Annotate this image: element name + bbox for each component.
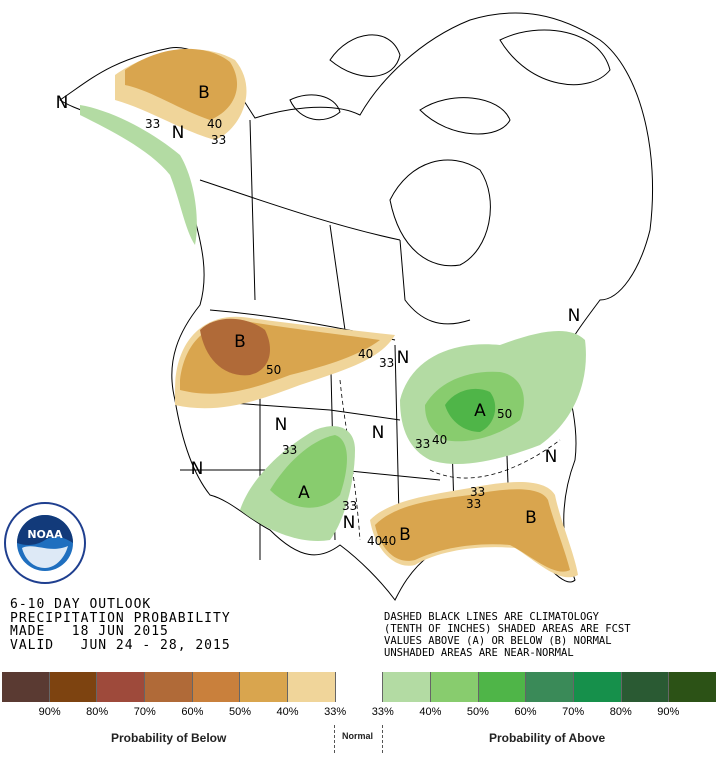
legend-swatch bbox=[49, 672, 98, 702]
region-label-northern-plains: N bbox=[397, 348, 410, 368]
outlook-subtitle: PRECIPITATION PROBABILITY bbox=[10, 610, 231, 626]
region-label-idaho: N bbox=[275, 415, 288, 435]
legend-swatch bbox=[240, 672, 289, 702]
normal-caption: Normal bbox=[342, 731, 374, 741]
legend-tick: 90% bbox=[38, 706, 61, 718]
legend-swatch bbox=[288, 672, 336, 702]
legend-notes: DASHED BLACK LINES ARE CLIMATOLOGY (TENTH… bbox=[384, 611, 631, 659]
region-label-alaska-panhandle: N bbox=[172, 123, 185, 143]
legend-tick: 80% bbox=[609, 706, 632, 718]
legend-tick: 50% bbox=[228, 706, 251, 718]
contour-label: 33 bbox=[466, 497, 481, 511]
contour-label: 33 bbox=[470, 485, 485, 499]
normal-divider-right bbox=[382, 725, 383, 753]
region-label-texas: N bbox=[343, 513, 356, 533]
border bbox=[249, 119, 256, 301]
legend-swatch bbox=[2, 672, 50, 702]
below-caption: Probability of Below bbox=[111, 731, 227, 745]
legend-swatch bbox=[574, 672, 622, 702]
southwest-above-inner bbox=[270, 435, 347, 508]
valid-dates: VALID JUN 24 - 28, 2015 bbox=[10, 637, 231, 653]
border bbox=[329, 224, 346, 331]
note-line: (TENTH OF INCHES) SHADED AREAS ARE FCST bbox=[384, 623, 631, 635]
note-line: UNSHADED AREAS ARE NEAR-NORMAL bbox=[384, 647, 574, 659]
above-caption: Probability of Above bbox=[489, 731, 606, 745]
normal-divider-left bbox=[334, 725, 335, 753]
arctic-island bbox=[289, 94, 341, 121]
southeast-below-inner bbox=[375, 489, 570, 572]
contour-label: 40 bbox=[432, 433, 447, 447]
contour-label: 33 bbox=[342, 499, 357, 513]
outlook-title: 6-10 DAY OUTLOOK bbox=[10, 597, 152, 612]
legend-swatch bbox=[145, 672, 193, 702]
legend-tick: 80% bbox=[86, 706, 109, 718]
note-line: VALUES ABOVE (A) OR BELOW (B) NORMAL bbox=[384, 635, 612, 647]
contour-label: 33 bbox=[145, 117, 160, 131]
contour-label: 40 bbox=[207, 117, 222, 131]
contour-label: 33 bbox=[379, 356, 394, 370]
legend-tick: 70% bbox=[562, 706, 585, 718]
legend-swatch bbox=[192, 672, 241, 702]
region-label-mid-atlantic: N bbox=[545, 447, 558, 467]
hudson-bay bbox=[389, 159, 491, 267]
arctic-island bbox=[329, 34, 401, 77]
legend-tick: 50% bbox=[466, 706, 489, 718]
legend-swatch bbox=[335, 672, 384, 702]
region-label-southeast: B bbox=[525, 508, 537, 528]
legend-ticks: 90% 80% 70% 60% 50% 40% 33% 33% 40% 50% 60% 70% 80% 9… bbox=[2, 706, 716, 718]
region-label-pacific-northwest: B bbox=[234, 332, 246, 352]
region-label-northeast: N bbox=[568, 306, 581, 326]
logo-text: NOAA bbox=[27, 528, 63, 541]
note-line: DASHED BLACK LINES ARE CLIMATOLOGY bbox=[384, 611, 599, 623]
legend-swatch bbox=[383, 672, 432, 702]
arctic-island bbox=[499, 29, 611, 86]
legend-swatch bbox=[621, 672, 670, 702]
contour-label: 50 bbox=[497, 407, 512, 421]
region-label-central-plains: N bbox=[372, 423, 385, 443]
contour-label: 40 bbox=[358, 347, 373, 361]
arctic-island bbox=[419, 97, 511, 135]
alaska-above bbox=[80, 105, 197, 245]
contour-label: 40 bbox=[367, 534, 382, 548]
legend-tick: 40% bbox=[276, 706, 299, 718]
color-legend bbox=[2, 670, 717, 704]
legend-swatch bbox=[526, 672, 575, 702]
made-date: MADE 18 JUN 2015 bbox=[10, 624, 169, 639]
border bbox=[399, 239, 471, 325]
contour-label: 33 bbox=[211, 133, 226, 147]
legend-tick: 70% bbox=[133, 706, 156, 718]
legend-tick: 40% bbox=[419, 706, 442, 718]
noaa-logo: NOAA bbox=[4, 502, 86, 584]
east-above-inner bbox=[445, 388, 496, 432]
legend-swatch bbox=[669, 672, 717, 702]
contour-label: 33 bbox=[282, 443, 297, 457]
northwest-below-inner bbox=[200, 318, 270, 376]
region-label-southwest: A bbox=[298, 483, 310, 503]
region-label-west-alaska: N bbox=[56, 93, 69, 113]
legend-swatch bbox=[97, 672, 146, 702]
alaska-below-inner bbox=[125, 48, 238, 120]
legend-tick: 60% bbox=[514, 706, 537, 718]
contour-label: 50 bbox=[266, 363, 281, 377]
region-label-california: N bbox=[191, 459, 204, 479]
legend-tick: 33% bbox=[324, 706, 347, 718]
region-label-great-lakes: A bbox=[474, 401, 486, 421]
legend-tick: 33% bbox=[371, 706, 394, 718]
legend-swatch bbox=[431, 672, 479, 702]
legend-tick: 90% bbox=[657, 706, 680, 718]
contour-label: 40 bbox=[381, 534, 396, 548]
region-label-north-alaska: B bbox=[198, 83, 210, 103]
outlook-info: 6-10 DAY OUTLOOK PRECIPITATION PROBABILIT… bbox=[10, 598, 231, 652]
legend-swatch bbox=[478, 672, 527, 702]
climatology-line bbox=[429, 439, 561, 479]
contour-label: 33 bbox=[415, 437, 430, 451]
legend-tick: 60% bbox=[181, 706, 204, 718]
border bbox=[199, 179, 401, 241]
region-label-gulf-coast-west: B bbox=[399, 525, 411, 545]
